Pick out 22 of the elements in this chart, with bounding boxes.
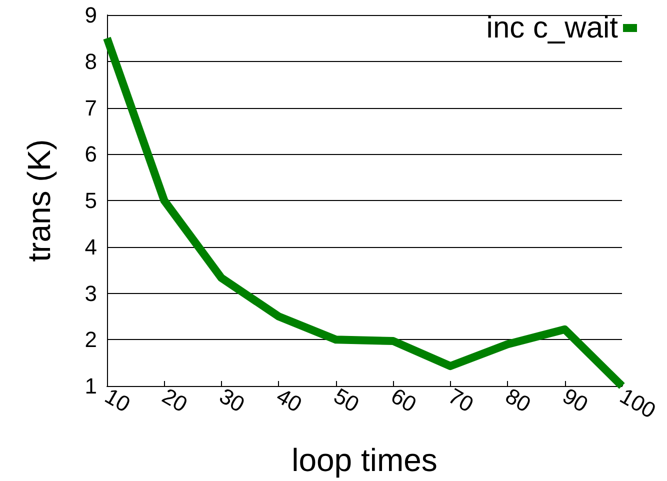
y-tick-label: 8 (84, 48, 97, 74)
x-tick-label: 10 (100, 383, 134, 418)
y-tick-label: 5 (84, 188, 97, 213)
x-tick-label: 40 (272, 383, 306, 418)
y-tick-label: 1 (84, 374, 97, 398)
x-tick-label: 90 (558, 383, 592, 418)
y-tick-label: 2 (84, 327, 97, 352)
x-tick-label: 20 (158, 383, 192, 418)
x-tick-label: 60 (386, 383, 421, 418)
y-axis-title: trans (K) (21, 139, 57, 262)
x-tick-label: 30 (215, 383, 249, 418)
y-tick-label: 6 (84, 142, 97, 167)
x-tick-label: 80 (501, 383, 535, 418)
y-tick-label: 3 (84, 280, 97, 306)
y-tick-label: 7 (84, 95, 97, 120)
x-tick-label: 50 (330, 383, 364, 418)
legend-label: inc c_wait (486, 12, 619, 44)
x-tick-label: 100 (616, 383, 660, 424)
y-tick-label: 9 (84, 2, 97, 28)
y-tick-label: 4 (84, 234, 97, 260)
x-tick-label: 70 (444, 383, 478, 418)
x-axis-title: loop times (292, 442, 438, 478)
